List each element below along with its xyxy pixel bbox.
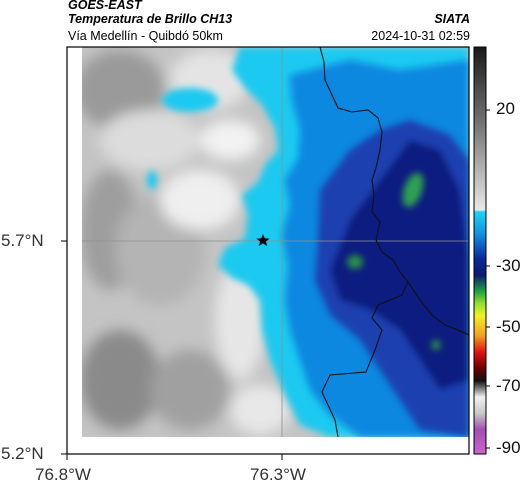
satellite-title: GOES-EAST [68, 0, 142, 12]
border-line [319, 47, 409, 437]
lon-label-76-8: 76.8°W [35, 465, 91, 484]
cb-label-m90: -90 [496, 438, 521, 457]
colorbar [473, 46, 487, 455]
border-line-east [407, 281, 469, 336]
map-content [82, 47, 469, 437]
gray-cloud-texture [82, 50, 290, 435]
map-image-bg-bottom [68, 437, 468, 453]
cb-label-m30: -30 [496, 256, 521, 275]
lat-label-5-2: 5.2°N [1, 444, 44, 463]
lat-label-5-7: 5.7°N [1, 231, 44, 250]
lon-label-76-3: 76.3°W [250, 465, 306, 484]
map-frame [66, 46, 470, 455]
city-star-marker [256, 234, 270, 246]
cb-label-m70: -70 [496, 376, 521, 395]
cb-label-20: 20 [496, 99, 515, 118]
cb-label-m50: -50 [496, 317, 521, 336]
product-title: Temperatura de Brillo CH13 [68, 12, 233, 26]
route-subtitle: Vía Medellín - Quibdó 50km [68, 29, 223, 43]
timestamp: 2024-10-31 02:59 [371, 29, 470, 43]
map-image-bg-left [68, 48, 82, 453]
deep-blue-cloud [315, 120, 469, 437]
org-label: SIATA [434, 12, 470, 26]
green-cells [347, 172, 441, 350]
